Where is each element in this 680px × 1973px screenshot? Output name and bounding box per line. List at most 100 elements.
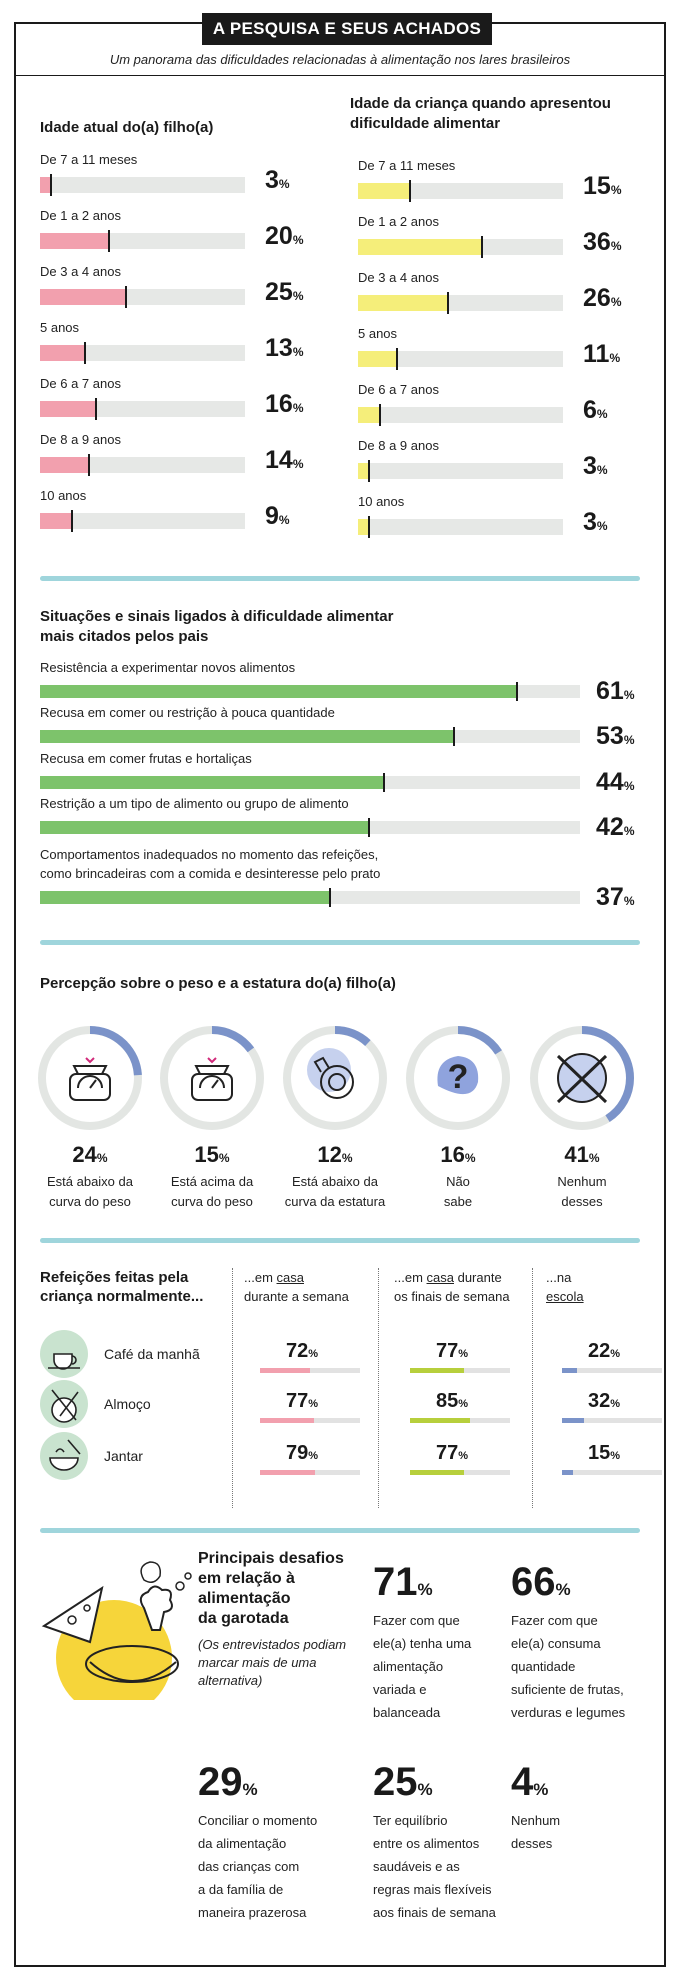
bar-marker	[409, 180, 412, 202]
bar-value: 3%	[583, 452, 608, 480]
bar-track	[40, 888, 580, 907]
bar-marker	[395, 348, 398, 370]
percent-sign: %	[623, 733, 635, 747]
meal-bar-fill	[260, 1418, 314, 1423]
column-header-line: os finais de semana	[394, 1289, 510, 1304]
percent-sign: %	[278, 513, 290, 527]
meals-title-line: Refeições feitas pela	[40, 1269, 189, 1286]
percent-sign: %	[417, 1580, 433, 1599]
page-title: A PESQUISA E SEUS ACHADOS	[202, 13, 492, 45]
bar-marker	[383, 773, 386, 792]
bar-fill	[40, 345, 85, 361]
percent-sign: %	[623, 779, 635, 793]
bar-label: 5 anos	[358, 326, 398, 341]
bowl-spoon-icon	[40, 1432, 88, 1480]
column-header-line: ...em casa	[244, 1270, 304, 1285]
challenges-title-line: Principais desafios	[198, 1550, 344, 1567]
percent-sign: %	[596, 407, 608, 421]
challenge-value: 71%	[373, 1560, 433, 1604]
bar-fill	[358, 519, 369, 535]
bar-marker	[108, 230, 111, 252]
bar-value: 20%	[265, 222, 304, 250]
bar-marker	[84, 342, 87, 364]
challenges-title-line: da garotada	[198, 1610, 289, 1627]
bar-marker	[481, 236, 483, 258]
bar-marker	[328, 888, 331, 907]
donut-ring	[526, 1022, 638, 1134]
meal-bar-fill	[562, 1418, 585, 1423]
meal-bar-fill	[260, 1368, 311, 1373]
bar-track	[358, 460, 563, 482]
column-divider	[378, 1268, 379, 1508]
meal-value: 32%	[588, 1390, 621, 1412]
wave-divider	[40, 1238, 640, 1243]
challenges-note-line: alternativa)	[198, 1673, 263, 1688]
bar-marker	[70, 510, 73, 532]
bar-marker	[125, 286, 128, 308]
donut-ring	[279, 1022, 391, 1134]
bar-label: De 3 a 4 anos	[40, 264, 121, 279]
bar-fill	[358, 351, 396, 367]
bar-track	[358, 348, 563, 370]
challenge-text: maneira prazerosa	[198, 1905, 307, 1920]
pizza-slice-icon	[41, 1585, 104, 1644]
bar-label: Resistência a experimentar novos aliment…	[40, 660, 296, 675]
wave-divider	[40, 1528, 640, 1533]
bar-fill	[358, 239, 481, 255]
challenge-text: entre os alimentos	[373, 1836, 480, 1851]
bar-track	[40, 286, 245, 308]
bar-fill	[358, 407, 379, 423]
bar-value: 42%	[596, 813, 635, 841]
challenge-text: da alimentação	[198, 1836, 287, 1851]
meal-bar-track	[410, 1470, 510, 1475]
ring-arc	[283, 1026, 387, 1130]
meal-bar-fill	[410, 1418, 470, 1423]
bar-value: 9%	[265, 502, 290, 530]
column-header-line: durante a semana	[244, 1289, 349, 1304]
bar-value: 37%	[596, 883, 635, 911]
perception-caption: sabe	[443, 1194, 473, 1209]
ring-arc	[530, 1026, 634, 1130]
strawberry-icon	[140, 1561, 162, 1583]
age-chart-title: Idade atual do(a) filho(a)	[40, 119, 214, 136]
bar-value: 11%	[583, 340, 621, 368]
bar-label: 5 anos	[40, 320, 80, 335]
meal-bar-fill	[562, 1470, 573, 1475]
meals-column-header: ...em casa durante os finais de semana	[394, 1268, 510, 1306]
ring-arc	[406, 1026, 510, 1130]
column-divider	[232, 1268, 233, 1508]
meal-value: 15%	[588, 1442, 621, 1464]
bar-value: 53%	[596, 722, 635, 750]
bar-value: 16%	[265, 390, 304, 418]
challenge-text: suficiente de frutas,	[511, 1682, 624, 1697]
ring-arc	[160, 1026, 264, 1130]
meals-column-header: ...na escola	[546, 1268, 584, 1306]
challenge-text: quantidade	[511, 1659, 576, 1674]
bar-marker	[368, 460, 371, 482]
challenge-value: 25%	[373, 1760, 433, 1804]
ring-arc	[38, 1026, 142, 1130]
column-divider	[532, 1268, 533, 1508]
column-header-underlined: escola	[546, 1289, 584, 1304]
meal-value: 77%	[436, 1442, 469, 1464]
bar-track	[40, 174, 245, 196]
percent-sign: %	[96, 1151, 108, 1165]
meal-bar-track	[410, 1418, 510, 1423]
percent-sign: %	[555, 1580, 571, 1599]
bar-track	[40, 727, 580, 746]
column-header-underlined: casa	[276, 1270, 304, 1285]
challenges-note: (Os entrevistados podiam marcar mais de …	[198, 1636, 346, 1690]
challenge-text: ele(a) tenha uma	[373, 1636, 472, 1651]
bar-fill	[40, 289, 126, 305]
meal-bar-track	[260, 1418, 360, 1423]
percent-sign: %	[458, 1348, 469, 1360]
bar-fill	[358, 295, 447, 311]
percent-sign: %	[610, 239, 622, 253]
bar-label: Recusa em comer ou restrição à pouca qua…	[40, 705, 335, 720]
bar-track	[40, 818, 580, 837]
challenge-value: 66%	[511, 1560, 571, 1604]
percent-sign: %	[341, 1151, 353, 1165]
column-header-underlined: casa	[426, 1270, 454, 1285]
challenges-title: Principais desafios em relação à aliment…	[198, 1549, 344, 1629]
bar-label: como brincadeiras com a comida e desinte…	[40, 866, 381, 881]
